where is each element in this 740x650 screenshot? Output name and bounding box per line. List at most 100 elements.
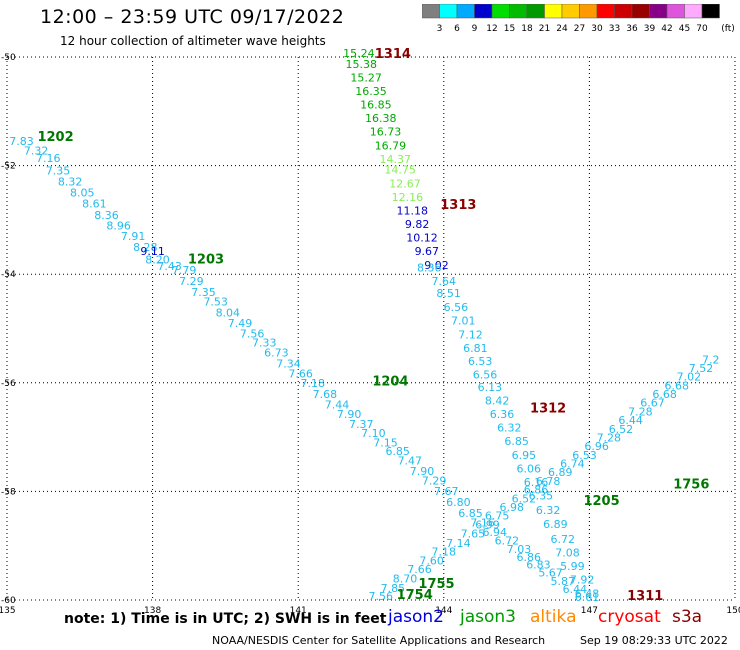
wave-height-value: 6.68 <box>665 379 690 392</box>
wave-height-value: 6.52 <box>512 492 537 505</box>
colorbar-unit: (ft) <box>721 24 735 34</box>
pass-time-label: 1202 <box>37 130 73 145</box>
colorbar-tick-label: 42 <box>661 24 672 34</box>
wave-height-value: 7.92 <box>570 574 595 587</box>
colorbar-tick-label: 30 <box>591 24 603 34</box>
wave-height-value: 7.02 <box>677 371 702 384</box>
latitude-label: -54 <box>1 270 16 280</box>
wave-height-value: 8.28 <box>133 241 158 254</box>
colorbar-tick-label: 21 <box>539 24 550 34</box>
latitude-label: -56 <box>1 379 16 389</box>
wave-height-value: 5.67 <box>538 567 563 580</box>
colorbar-tick-label: 39 <box>644 24 656 34</box>
wave-height-value: 6.95 <box>512 449 537 462</box>
colorbar-tick-label: 18 <box>521 24 533 34</box>
wave-height-value: 7.01 <box>451 315 476 328</box>
latitude-label: -58 <box>1 487 16 497</box>
wave-height-value: 6.99 <box>475 518 500 531</box>
wave-height-value: 8.96 <box>106 220 131 233</box>
wave-height-value: 6.78 <box>536 475 561 488</box>
wave-height-value: 8.42 <box>485 395 510 408</box>
longitude-label: 138 <box>144 606 161 616</box>
wave-height-value: 8.05 <box>70 187 95 200</box>
wave-height-value: 7.56 <box>368 590 393 603</box>
time-labels: 1314 1313 1312 1311 1202 1203 1204 1205 1756 1755… <box>37 47 709 604</box>
longitude-label: 141 <box>290 606 307 616</box>
colorbar-tick-label: 3 <box>437 24 443 34</box>
wave-height-value: 6.44 <box>618 414 643 427</box>
wave-height-value: 7.83 <box>9 135 34 148</box>
wave-height-value: 7.90 <box>337 408 362 421</box>
wave-height-value: 9.11 <box>140 245 165 258</box>
wave-height-value: 6.85 <box>504 435 529 448</box>
wave-height-value: 7.66 <box>288 367 313 380</box>
wave-height-value: 6.32 <box>497 422 522 435</box>
wave-height-value: 8.51 <box>436 287 461 300</box>
wave-height-value: 8.36 <box>417 261 442 274</box>
wave-height-value: 6.67 <box>640 397 665 410</box>
wave-height-value: 6.16 <box>524 476 549 489</box>
wave-height-value: 7.18 <box>301 377 326 390</box>
wave-height-value: 6.89 <box>543 518 568 531</box>
colorbar-tick-label: 6 <box>454 24 460 34</box>
wave-height-value: 7.29 <box>179 275 204 288</box>
wave-height-value: 6.86 <box>516 551 541 564</box>
pass-time-label: 1313 <box>440 198 476 213</box>
wave-height-value: 10.12 <box>406 232 438 245</box>
wave-height-value: 7.32 <box>24 145 49 158</box>
wave-height-value: 6.74 <box>560 458 585 471</box>
wave-height-value: 6.52 <box>609 423 634 436</box>
wave-height-value: 5.87 <box>550 575 575 588</box>
legend-cryosat: cryosat <box>598 607 661 627</box>
wave-height-value: 7.53 <box>203 296 228 309</box>
wave-height-value: 6.72 <box>550 533 575 546</box>
axis-ticks: 135 138 141 144 147 150 -50 -52 -54 -56 -58 -60 <box>0 53 740 616</box>
wave-height-value: 6.85 <box>458 507 483 520</box>
wave-height-value: 7.52 <box>689 362 714 375</box>
wave-height-value: 11.18 <box>397 204 429 217</box>
wave-height-value: 6.53 <box>572 449 597 462</box>
wave-height-value: 6.94 <box>483 526 508 539</box>
wave-height-value: 6.81 <box>463 342 488 355</box>
satellite-tracks: 7.837.327.167.358.328.058.618.368.967.91… <box>9 47 719 604</box>
wave-height-value: 8.20 <box>145 253 170 266</box>
wave-height-value: 7.28 <box>628 405 653 418</box>
wave-height-value: 6.72 <box>495 535 520 548</box>
wave-height-value: 6.98 <box>499 501 524 514</box>
generation-timestamp: Sep 19 08:29:33 UTC 2022 <box>580 634 728 647</box>
wave-height-value: 7.90 <box>410 465 435 478</box>
wave-height-value: 6.36 <box>490 408 515 421</box>
wave-height-value: 16.38 <box>365 112 397 125</box>
wave-height-value: 9.82 <box>405 218 430 231</box>
wave-height-value: 9.02 <box>424 259 449 272</box>
wave-height-value: 6.61 <box>575 591 600 604</box>
wave-height-value: 6.89 <box>548 466 573 479</box>
wave-height-value: 7.14 <box>446 537 471 550</box>
pass-time-label: 1756 <box>673 478 709 493</box>
wave-height-value: 7.03 <box>507 543 532 556</box>
wave-height-value: 7.33 <box>252 336 277 349</box>
colorbar-tick-label: 36 <box>626 24 638 34</box>
wave-height-value: 7.65 <box>461 528 486 541</box>
wave-height-value: 7.91 <box>121 230 146 243</box>
wave-height-value: 7.37 <box>349 418 374 431</box>
colorbar-tick-label: 45 <box>679 24 690 34</box>
pass-time-label: 1755 <box>418 577 454 592</box>
pass-time-label: 1314 <box>375 47 411 62</box>
wave-height-value: 7.35 <box>191 286 216 299</box>
pass-time-label: 1754 <box>397 588 433 603</box>
wave-height-value: 14.75 <box>384 164 416 177</box>
wave-height-value: 7.47 <box>398 454 423 467</box>
wave-height-value: 12.16 <box>392 191 424 204</box>
wave-height-value: 16.35 <box>355 85 387 98</box>
latitude-label: -50 <box>1 53 16 63</box>
colorbar-tick-label: 70 <box>696 24 708 34</box>
longitude-label: 135 <box>0 606 16 616</box>
colorbar-tick-label: 12 <box>486 24 497 34</box>
latitude-label: -60 <box>1 596 16 606</box>
wave-height-value: 6.56 <box>444 301 469 314</box>
wave-height-value: 7.35 <box>46 164 71 177</box>
wave-height-value: 6.83 <box>526 559 551 572</box>
wave-height-value: 6.32 <box>536 504 561 517</box>
